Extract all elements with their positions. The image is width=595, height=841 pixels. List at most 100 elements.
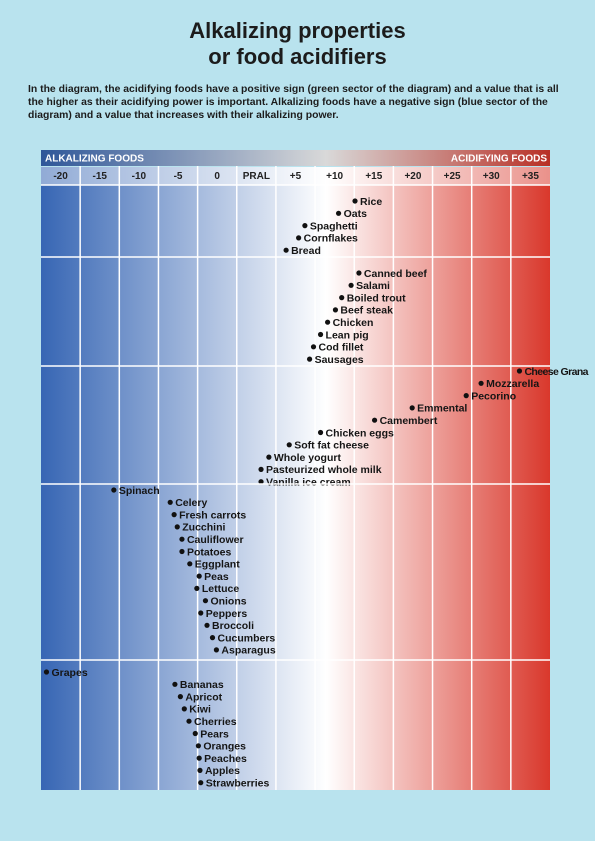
food-dot: [167, 499, 173, 505]
food-label: Pears: [200, 728, 229, 740]
food-label: Peas: [204, 571, 229, 583]
food-dot: [111, 487, 117, 493]
x-tick-label: -10: [132, 171, 147, 182]
food-label: Peppers: [206, 608, 248, 620]
food-dot: [179, 548, 185, 555]
food-label: Camembert: [380, 415, 438, 427]
food-label: Asparagus: [221, 645, 275, 657]
food-label: Broccoli: [212, 620, 254, 632]
food-dot: [198, 780, 204, 786]
header-shade: [41, 150, 550, 166]
axis-label: PRAL: [243, 171, 270, 182]
food-label: Bread: [291, 245, 321, 257]
food-dot: [352, 198, 358, 204]
food-dot: [310, 344, 317, 350]
left-label: ALKALIZING FOODS: [45, 154, 144, 165]
title-line: Alkalizing properties: [189, 18, 406, 43]
food-label: Spinach: [119, 485, 160, 497]
food-dot: [202, 598, 209, 604]
x-tick-label: -15: [93, 171, 108, 182]
food-dot: [213, 647, 220, 653]
food-label: Oats: [344, 208, 368, 220]
food-label: Soft fat cheese: [294, 440, 369, 452]
food-label: Salami: [356, 280, 390, 292]
food-label: Beef steak: [340, 305, 393, 317]
food-dot: [181, 706, 187, 712]
food-label: Cherries: [194, 716, 237, 728]
food-label: Fresh carrots: [179, 509, 246, 521]
food-dot: [283, 247, 289, 253]
food-dot: [348, 282, 354, 288]
food-dot: [258, 466, 264, 472]
x-tick-label: +30: [483, 171, 500, 182]
food-label: Onions: [210, 595, 246, 607]
food-dot: [172, 681, 178, 687]
food-label: Pecorino: [471, 390, 516, 402]
right-label: ACIDIFYING FOODS: [451, 154, 547, 165]
x-tick-label: +15: [365, 171, 382, 182]
food-label: Mozzarella: [486, 378, 539, 390]
food-dot: [339, 295, 345, 301]
food-dot: [317, 429, 324, 436]
food-label: Apples: [205, 765, 240, 777]
food-dot: [198, 610, 204, 616]
food-dot: [409, 405, 415, 411]
food-dot: [516, 368, 523, 374]
food-label: Emmental: [417, 403, 467, 415]
food-dot: [478, 380, 484, 386]
food-dot: [371, 417, 378, 423]
food-label: Lettuce: [202, 583, 240, 595]
food-label: Cheese Grana: [524, 366, 588, 378]
tick-row-shade: [41, 167, 550, 185]
food-dot: [43, 669, 50, 675]
header-band: [41, 150, 550, 166]
food-dot: [356, 270, 362, 276]
food-dot: [197, 767, 203, 774]
x-tick-label: -5: [174, 171, 183, 182]
title: Alkalizing properties or food acidifiers: [0, 18, 595, 70]
food-dot: [177, 694, 183, 700]
food-label: Cauliflower: [187, 534, 244, 546]
food-label: Sausages: [315, 354, 364, 366]
food-label: Oranges: [203, 741, 246, 753]
food-dot: [196, 755, 202, 761]
food-label: Bananas: [180, 679, 224, 691]
food-label: Pasteurized whole milk: [266, 464, 382, 476]
food-dot: [192, 730, 198, 737]
food-label: Chicken: [333, 317, 374, 329]
plot-area: [41, 185, 550, 790]
food-label: Chicken eggs: [326, 427, 394, 439]
food-label: Boiled trout: [347, 292, 406, 304]
food-label: Apricot: [185, 691, 222, 703]
x-tick-label: +35: [522, 171, 539, 182]
x-tick-label: 0: [214, 171, 220, 182]
x-tick-label: +10: [326, 171, 343, 182]
food-label: Potatoes: [187, 546, 232, 558]
food-dot: [209, 635, 216, 641]
food-label: Strawberries: [206, 777, 270, 789]
food-label: Cucumbers: [217, 632, 275, 644]
food-dot: [332, 307, 339, 313]
food-dot: [266, 454, 272, 460]
food-label: Celery: [175, 497, 207, 509]
food-dot: [204, 622, 210, 628]
food-dot: [195, 743, 201, 749]
food-label: Canned beef: [364, 268, 428, 280]
food-label: Zucchini: [182, 522, 225, 534]
food-dot: [187, 561, 193, 567]
food-label: Eggplant: [195, 559, 240, 571]
title-line: or food acidifiers: [208, 44, 387, 69]
food-dot: [194, 585, 200, 592]
food-label: Vanilla ice cream: [266, 476, 351, 488]
description: In the diagram, the acidifying foods hav…: [28, 84, 559, 121]
food-label: Cod fillet: [319, 342, 364, 354]
food-dot: [258, 479, 264, 485]
food-dot: [174, 524, 180, 530]
food-label: Grapes: [51, 667, 87, 679]
food-dot: [296, 235, 302, 241]
food-dot: [179, 536, 185, 542]
tick-row: [41, 167, 550, 185]
x-tick-label: +20: [404, 171, 421, 182]
